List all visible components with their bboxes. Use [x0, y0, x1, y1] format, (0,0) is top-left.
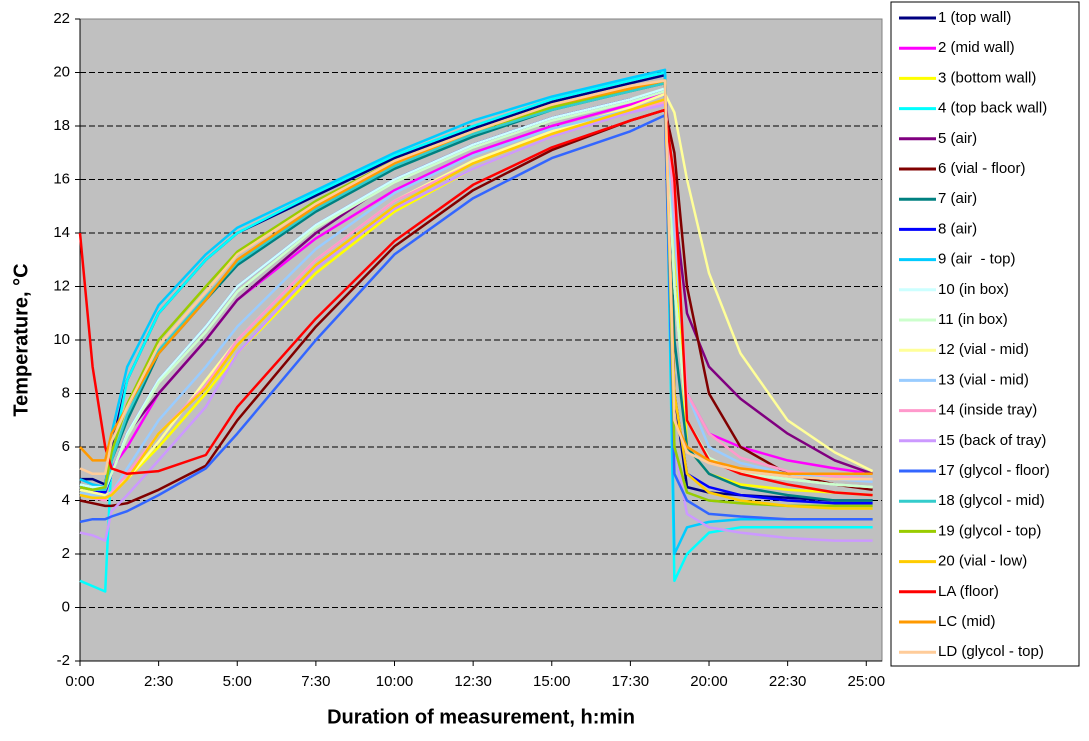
- legend-label: 14 (inside tray): [938, 402, 1037, 419]
- x-tick-label: 7:30: [301, 673, 330, 690]
- legend-label: 13 (vial - mid): [938, 371, 1029, 388]
- legend-label: 17 (glycol - floor): [938, 462, 1050, 479]
- legend-label: 20 (vial - low): [938, 553, 1027, 570]
- x-tick-label: 2:30: [144, 673, 173, 690]
- legend-label: 2 (mid wall): [938, 39, 1015, 56]
- legend-label: 6 (vial - floor): [938, 160, 1026, 177]
- x-tick-label: 0:00: [65, 673, 94, 690]
- series-line: [79, 114, 873, 524]
- legend-box: [890, 1, 1080, 667]
- legend-label: 5 (air): [938, 130, 977, 147]
- y-tick-label: 18: [53, 117, 70, 134]
- y-tick-label: 20: [53, 63, 70, 80]
- legend-label: 3 (bottom wall): [938, 69, 1036, 86]
- x-tick-label: 25:00: [848, 673, 886, 690]
- x-tick-label: 12:30: [454, 673, 492, 690]
- y-tick-label: 2: [62, 545, 70, 562]
- x-tick-label: 5:00: [223, 673, 252, 690]
- y-tick-label: 4: [62, 491, 70, 508]
- x-tick-label: 15:00: [533, 673, 571, 690]
- legend-label: 18 (glycol - mid): [938, 492, 1045, 509]
- y-tick-label: 0: [62, 598, 70, 615]
- legend-label: 1 (top wall): [938, 9, 1011, 26]
- legend-label: 12 (vial - mid): [938, 341, 1029, 358]
- y-tick-label: 16: [53, 170, 70, 187]
- y-tick-label: 22: [53, 10, 70, 27]
- x-tick-label: 22:30: [769, 673, 807, 690]
- legend-label: 7 (air): [938, 190, 977, 207]
- y-tick-label: 8: [62, 384, 70, 401]
- y-axis-title: Temperature, °C: [10, 263, 32, 416]
- x-axis-title: Duration of measurement, h:min: [327, 706, 635, 728]
- legend-label: LC (mid): [938, 613, 996, 630]
- legend-label: 10 (in box): [938, 281, 1009, 298]
- legend-label: 11 (in box): [938, 311, 1008, 328]
- x-tick-label: 20:00: [690, 673, 728, 690]
- x-tick-label: 17:30: [612, 673, 650, 690]
- x-tick-label: 10:00: [376, 673, 414, 690]
- y-tick-label: 12: [53, 277, 70, 294]
- series-line: [79, 98, 873, 510]
- y-tick-label: 10: [53, 331, 70, 348]
- y-tick-label: 6: [62, 438, 70, 455]
- legend-label: LA (floor): [938, 583, 999, 600]
- legend-label: 8 (air): [938, 220, 977, 237]
- legend-label: 9 (air - top): [938, 251, 1016, 268]
- legend-label: 4 (top back wall): [938, 100, 1047, 117]
- series-line: [79, 79, 873, 481]
- legend-label: 19 (glycol - top): [938, 522, 1041, 539]
- series-line: [79, 103, 873, 542]
- y-tick-label: -2: [57, 652, 70, 669]
- legend-label: LD (glycol - top): [938, 643, 1044, 660]
- legend-label: 15 (back of tray): [938, 432, 1046, 449]
- series-line: [79, 68, 873, 556]
- y-tick-label: 14: [53, 224, 70, 241]
